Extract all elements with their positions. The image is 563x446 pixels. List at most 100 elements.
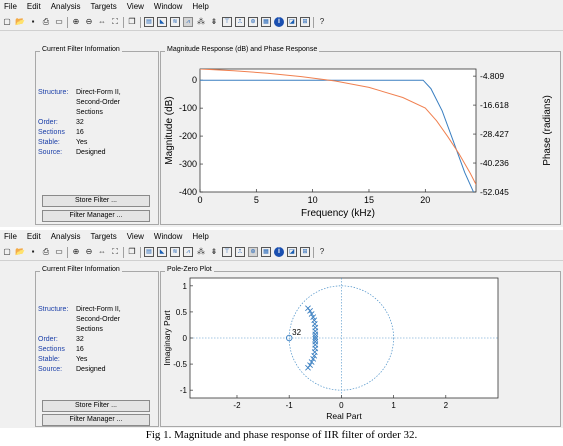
group-delay-icon[interactable]: ⁂ [197, 247, 205, 256]
toolbar-separator [67, 16, 68, 28]
round-off-icon[interactable]: ◪ [287, 247, 297, 257]
phase-delay-icon[interactable]: ⇟ [210, 17, 218, 26]
menu-edit[interactable]: Edit [26, 2, 41, 11]
coefficients-icon[interactable]: ▦ [261, 247, 271, 257]
filter-spec-icon[interactable]: ▤ [144, 247, 154, 257]
save-icon[interactable]: ▪ [31, 17, 35, 26]
pole-zero-icon[interactable]: ⊛ [248, 247, 258, 257]
open-icon[interactable]: 📂 [15, 247, 25, 256]
zoom-out-icon[interactable]: ⊖ [85, 247, 93, 256]
full-view-icon[interactable]: ⛶ [112, 17, 118, 26]
y2-tick-label: -28.427 [480, 129, 509, 139]
x-axis-label: Real Part [326, 411, 362, 421]
menu-window[interactable]: Window [153, 2, 183, 11]
zoom-x-icon[interactable]: ⇔ [98, 17, 106, 26]
save-icon[interactable]: ▪ [31, 247, 35, 256]
filter-designer-window-polezero: File Edit Analysis Targets View Window Help ▢ 📂… [0, 230, 563, 428]
magnitude-phase-title: Magnitude Response (dB) and Phase Respon… [165, 46, 320, 53]
whats-this-icon[interactable]: ? [319, 247, 325, 256]
filter-manager-button[interactable]: Filter Manager ... [42, 414, 150, 426]
x-tick-label: 1 [391, 401, 396, 410]
magnitude-phase-chart: 0 5 10 15 20 0 -100 -200 -300 -400 -4.809 -16.618 -2… [164, 68, 553, 219]
round-off-icon[interactable]: ◪ [287, 17, 297, 27]
info-icon[interactable]: i [274, 17, 284, 27]
menu-edit[interactable]: Edit [26, 232, 41, 241]
phase-line [200, 69, 476, 185]
menu-view[interactable]: View [126, 232, 144, 241]
quantization-icon[interactable]: ⊞ [300, 17, 310, 27]
step-response-icon[interactable]: ⎍ [235, 17, 245, 27]
source-value: Designed [76, 149, 106, 156]
zoom-out-icon[interactable]: ⊖ [85, 17, 93, 26]
stable-value: Yes [76, 356, 88, 363]
structure-value: Direct-Form II, Second-Order Sections [76, 306, 121, 333]
menu-targets[interactable]: Targets [90, 2, 117, 11]
pole-zero-icon[interactable]: ⊛ [248, 17, 258, 27]
zero-multiplicity-label: 32 [292, 328, 301, 337]
group-delay-icon[interactable]: ⁂ [197, 17, 205, 26]
sections-value: 16 [76, 129, 84, 136]
menu-targets[interactable]: Targets [90, 232, 117, 241]
menu-view[interactable]: View [126, 2, 144, 11]
store-filter-button[interactable]: Store Filter ... [42, 400, 150, 412]
pole-zero-chart: -2 -1 0 1 2 1 0.5 0 -0.5 -1 Real Part Imaginary Par… [162, 277, 499, 421]
current-filter-info-title: Current Filter Information [40, 46, 122, 53]
magnitude-phase-icon[interactable]: ⩘ [183, 247, 193, 257]
zoom-in-icon[interactable]: ⊕ [72, 17, 80, 26]
zoom-in-icon[interactable]: ⊕ [72, 247, 80, 256]
phase-delay-icon[interactable]: ⇟ [210, 247, 218, 256]
menu-file[interactable]: File [4, 2, 17, 11]
coefficients-icon[interactable]: ▦ [261, 17, 271, 27]
step-response-icon[interactable]: ⎍ [235, 247, 245, 257]
magnitude-icon[interactable]: ◣ [157, 247, 167, 257]
filter-manager-button[interactable]: Filter Manager ... [42, 210, 150, 222]
menu-analysis[interactable]: Analysis [50, 2, 81, 11]
stable-label: Stable: [38, 356, 60, 363]
full-view-icon[interactable]: ⛶ [112, 247, 118, 256]
x-tick-label: 15 [364, 195, 374, 205]
print-icon[interactable]: ⎙ [42, 247, 50, 256]
menu-file[interactable]: File [4, 232, 17, 241]
filter-info-grid: Structure: Direct-Form II, Second-Order S… [38, 88, 148, 158]
y2-tick-label: -16.618 [480, 100, 509, 110]
magnitude-icon[interactable]: ◣ [157, 17, 167, 27]
pole-marker [307, 307, 313, 314]
menu-help[interactable]: Help [192, 232, 209, 241]
new-icon[interactable]: ▢ [3, 17, 11, 26]
new-icon[interactable]: ▢ [3, 247, 11, 256]
menu-analysis[interactable]: Analysis [50, 232, 81, 241]
store-filter-button[interactable]: Store Filter ... [42, 195, 150, 207]
pole-marker [308, 311, 315, 317]
structure-value: Direct-Form II, Second-Order Sections [76, 89, 121, 116]
x-tick-label: 20 [420, 195, 430, 205]
order-value: 32 [76, 119, 84, 126]
phase-icon[interactable]: ≋ [170, 247, 180, 257]
order-label: Order: [38, 336, 58, 343]
stable-label: Stable: [38, 139, 60, 146]
menu-window[interactable]: Window [153, 232, 183, 241]
print-preview-icon[interactable]: ▭ [55, 17, 63, 26]
y-tick-label: -100 [179, 103, 197, 113]
menu-help[interactable]: Help [192, 2, 209, 11]
toolbar-separator [67, 246, 68, 258]
new-window-icon[interactable]: ❐ [128, 17, 136, 26]
phase-icon[interactable]: ≋ [170, 17, 180, 27]
y-tick-label: 0 [192, 75, 197, 85]
impulse-response-icon[interactable]: ⊤ [222, 247, 232, 257]
order-value: 32 [76, 336, 84, 343]
toolbar-separator [123, 246, 124, 258]
filter-spec-icon[interactable]: ▤ [144, 17, 154, 27]
print-preview-icon[interactable]: ▭ [55, 247, 63, 256]
y-axis-label: Magnitude (dB) [164, 96, 175, 164]
info-icon[interactable]: i [274, 247, 284, 257]
zoom-x-icon[interactable]: ⇔ [98, 247, 106, 256]
magnitude-phase-icon[interactable]: ⩘ [183, 17, 193, 27]
structure-label: Structure: [38, 89, 69, 96]
impulse-response-icon[interactable]: ⊤ [222, 17, 232, 27]
whats-this-icon[interactable]: ? [319, 17, 325, 26]
quantization-icon[interactable]: ⊞ [300, 247, 310, 257]
print-icon[interactable]: ⎙ [42, 17, 50, 26]
source-label: Source: [38, 366, 63, 373]
new-window-icon[interactable]: ❐ [128, 247, 136, 256]
open-icon[interactable]: 📂 [15, 17, 25, 26]
